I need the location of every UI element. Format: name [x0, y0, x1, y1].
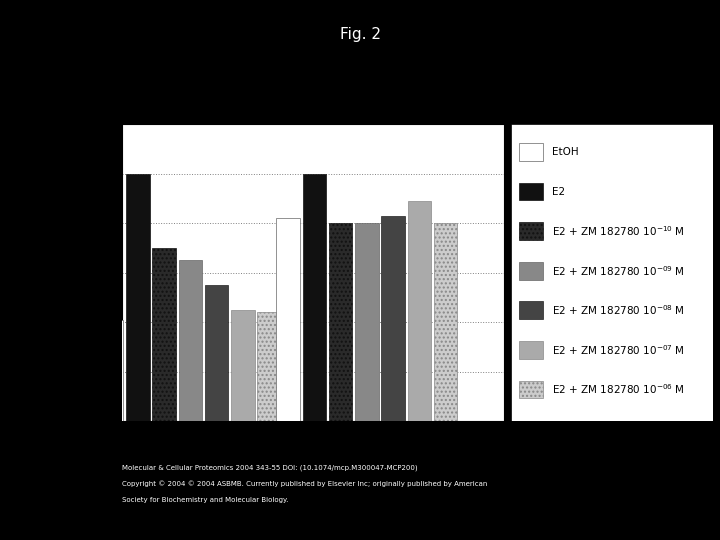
Bar — [382, 216, 405, 421]
Bar — [433, 223, 457, 421]
Text: E2 + ZM 182780 10$^{-08}$ M: E2 + ZM 182780 10$^{-08}$ M — [552, 303, 684, 317]
Text: Copyright © 2004 © 2004 ASBMB. Currently published by Elsevier Inc; originally p: Copyright © 2004 © 2004 ASBMB. Currently… — [122, 481, 487, 487]
Text: E2 + ZM 182780 10$^{-10}$ M: E2 + ZM 182780 10$^{-10}$ M — [552, 224, 684, 238]
Text: Society for Biochemistry and Molecular Biology.: Society for Biochemistry and Molecular B… — [122, 497, 289, 503]
Bar — [231, 310, 255, 421]
FancyBboxPatch shape — [519, 301, 544, 319]
FancyBboxPatch shape — [519, 183, 544, 200]
Bar — [126, 174, 150, 421]
Text: E2 + ZM 182780 10$^{-07}$ M: E2 + ZM 182780 10$^{-07}$ M — [552, 343, 684, 357]
FancyBboxPatch shape — [519, 381, 544, 399]
Bar — [204, 285, 228, 421]
FancyBboxPatch shape — [519, 262, 544, 280]
Text: EtOH: EtOH — [552, 147, 578, 157]
Text: Fig. 2: Fig. 2 — [340, 27, 380, 42]
FancyBboxPatch shape — [519, 341, 544, 359]
Text: E2: E2 — [552, 186, 564, 197]
FancyBboxPatch shape — [519, 222, 544, 240]
Bar — [276, 218, 300, 421]
FancyBboxPatch shape — [519, 143, 544, 161]
Text: E2 + ZM 182780 10$^{-06}$ M: E2 + ZM 182780 10$^{-06}$ M — [552, 383, 684, 396]
Bar — [408, 201, 431, 421]
Bar — [257, 312, 281, 421]
Bar — [329, 223, 352, 421]
Bar — [302, 174, 326, 421]
Bar — [355, 223, 379, 421]
Y-axis label: % Proliferation: % Proliferation — [78, 227, 91, 319]
Text: Molecular & Cellular Proteomics 2004 343-55 DOI: (10.1074/mcp.M300047-MCP200): Molecular & Cellular Proteomics 2004 343… — [122, 464, 418, 471]
Bar — [100, 320, 123, 421]
Text: E2 + ZM 182780 10$^{-09}$ M: E2 + ZM 182780 10$^{-09}$ M — [552, 264, 684, 278]
Bar — [179, 260, 202, 421]
Bar — [153, 248, 176, 421]
